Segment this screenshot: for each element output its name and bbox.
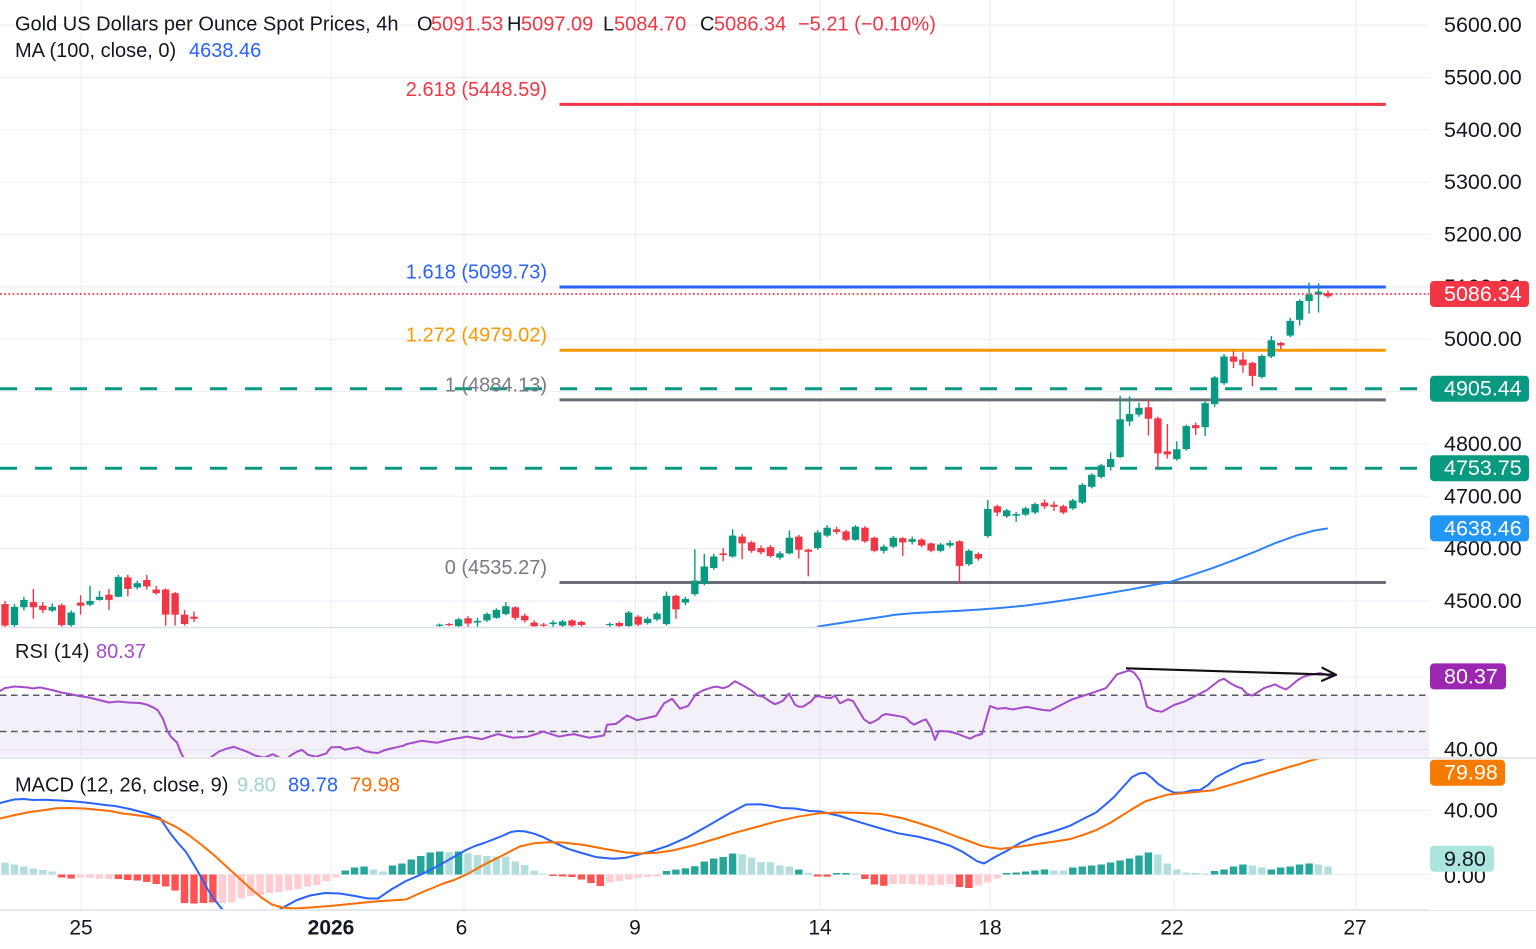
- svg-text:L: L: [603, 14, 614, 36]
- svg-text:5600.00: 5600.00: [1444, 13, 1522, 37]
- svg-text:H: H: [507, 14, 521, 36]
- svg-text:2.618 (5448.59): 2.618 (5448.59): [406, 79, 547, 101]
- svg-text:5400.00: 5400.00: [1444, 118, 1522, 142]
- svg-text:5086.34: 5086.34: [714, 14, 786, 36]
- svg-text:C: C: [700, 14, 714, 36]
- svg-text:Gold US Dollars per Ounce Spot: Gold US Dollars per Ounce Spot Prices, 4…: [15, 14, 399, 36]
- svg-text:O: O: [417, 14, 433, 36]
- svg-text:2026: 2026: [308, 917, 355, 940]
- svg-text:5086.34: 5086.34: [1444, 282, 1522, 306]
- svg-text:22: 22: [1160, 917, 1183, 940]
- svg-text:25: 25: [69, 917, 92, 940]
- svg-text:18: 18: [978, 917, 1001, 940]
- svg-text:4638.46: 4638.46: [189, 40, 261, 62]
- svg-text:4905.44: 4905.44: [1444, 377, 1522, 401]
- svg-text:5091.53: 5091.53: [431, 14, 503, 36]
- svg-text:5500.00: 5500.00: [1444, 66, 1522, 90]
- svg-text:9.80: 9.80: [237, 775, 276, 797]
- svg-text:4700.00: 4700.00: [1444, 484, 1522, 508]
- svg-text:40.00: 40.00: [1444, 738, 1498, 762]
- svg-text:MACD (12, 26, close, 9): MACD (12, 26, close, 9): [15, 775, 228, 797]
- svg-text:9.80: 9.80: [1444, 847, 1486, 871]
- svg-text:4800.00: 4800.00: [1444, 432, 1522, 456]
- svg-text:RSI (14): RSI (14): [15, 641, 89, 663]
- svg-text:−5.21 (−0.10%): −5.21 (−0.10%): [798, 14, 936, 36]
- svg-text:5084.70: 5084.70: [614, 14, 686, 36]
- svg-text:0 (4535.27): 0 (4535.27): [445, 557, 547, 579]
- svg-text:4638.46: 4638.46: [1444, 516, 1522, 540]
- svg-text:5097.09: 5097.09: [521, 14, 593, 36]
- svg-text:27: 27: [1343, 917, 1366, 940]
- svg-text:1 (4884.13): 1 (4884.13): [445, 374, 547, 396]
- svg-text:79.98: 79.98: [350, 775, 400, 797]
- svg-text:1.272 (4979.02): 1.272 (4979.02): [406, 325, 547, 347]
- svg-text:89.78: 89.78: [288, 775, 338, 797]
- svg-text:79.98: 79.98: [1444, 761, 1498, 785]
- svg-text:5300.00: 5300.00: [1444, 170, 1522, 194]
- svg-text:4500.00: 4500.00: [1444, 589, 1522, 613]
- svg-text:5200.00: 5200.00: [1444, 223, 1522, 247]
- svg-text:40.00: 40.00: [1444, 799, 1498, 823]
- svg-text:4753.75: 4753.75: [1444, 456, 1522, 480]
- svg-text:80.37: 80.37: [96, 641, 146, 663]
- svg-text:9: 9: [629, 917, 641, 940]
- svg-text:5000.00: 5000.00: [1444, 327, 1522, 351]
- svg-text:1.618 (5099.73): 1.618 (5099.73): [406, 262, 547, 284]
- svg-text:MA (100, close, 0): MA (100, close, 0): [15, 40, 176, 62]
- svg-text:14: 14: [808, 917, 832, 940]
- svg-text:6: 6: [456, 917, 468, 940]
- svg-text:80.37: 80.37: [1444, 664, 1498, 688]
